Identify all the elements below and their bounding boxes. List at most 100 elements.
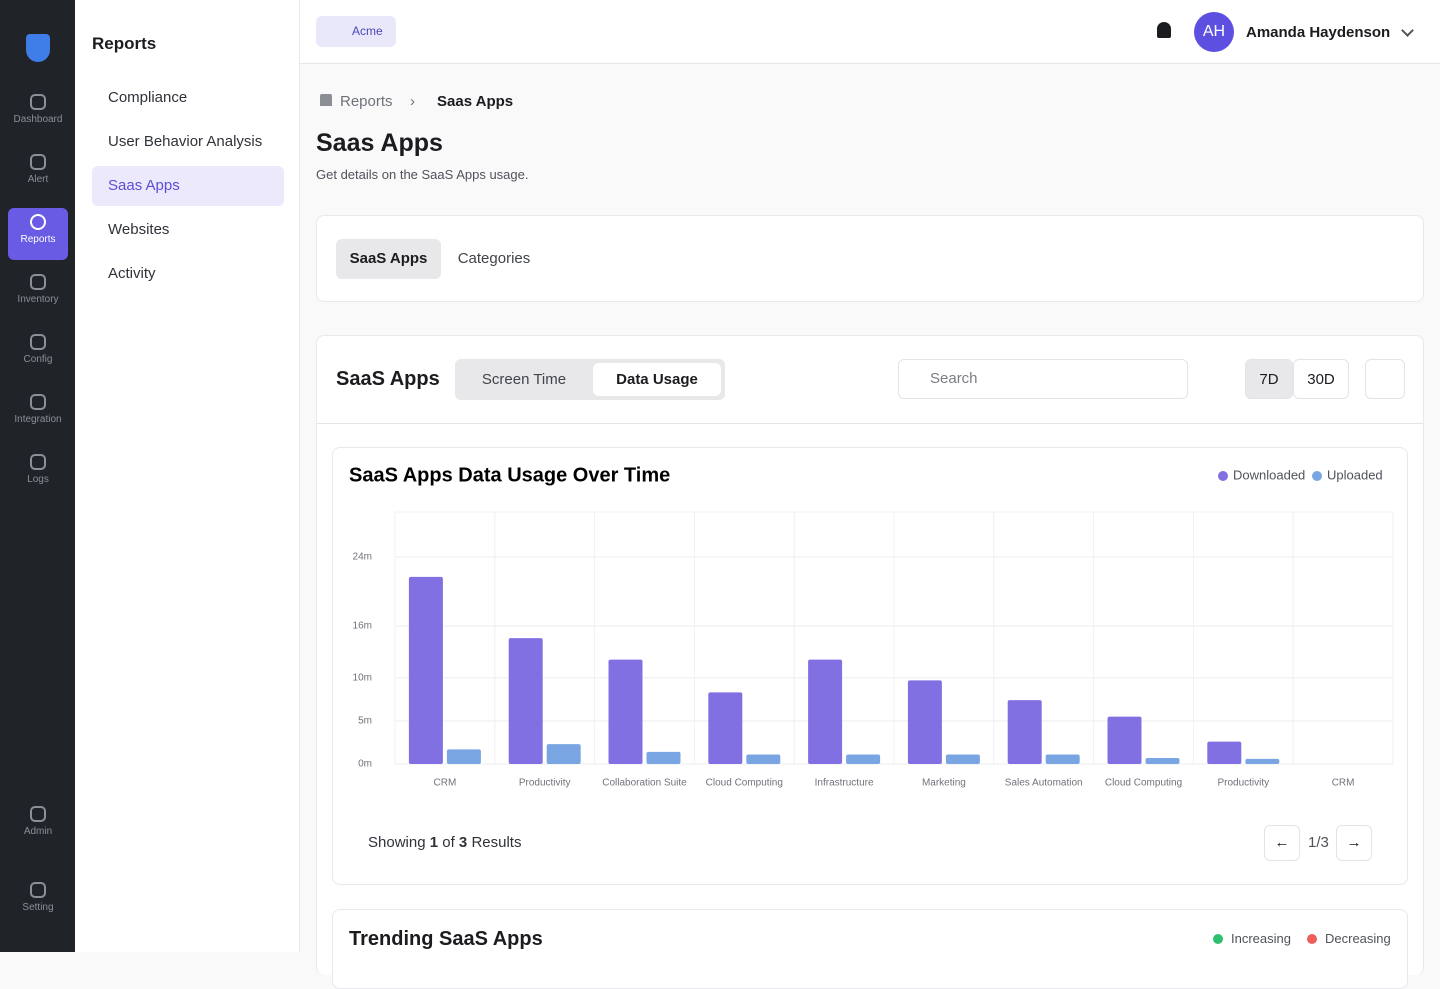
tab[interactable]: Categories bbox=[457, 250, 531, 267]
chart-card: SaaS Apps Data Usage Over Time 0m 5m 10m 16… bbox=[332, 447, 1408, 885]
subnav: Reports Compliance User Behavior Analysis… bbox=[75, 0, 300, 952]
legend-label: Decreasing bbox=[1325, 931, 1391, 946]
bell[interactable] bbox=[1157, 22, 1171, 38]
sidebar-label: Dashboard bbox=[13, 114, 63, 125]
bar bbox=[1007, 700, 1042, 764]
bar bbox=[508, 638, 543, 764]
subnav-title: Reports bbox=[92, 34, 157, 53]
x-tick-label: Infrastructure bbox=[815, 778, 874, 789]
sidebar-item[interactable]: Logs bbox=[8, 448, 68, 500]
x-tick-label: Cloud Computing bbox=[706, 778, 783, 789]
x-tick-label: Productivity bbox=[1217, 778, 1269, 789]
breadcrumb[interactable]: Reports bbox=[340, 93, 393, 110]
page-title: Saas Apps bbox=[316, 129, 443, 157]
sidebar-label: Reports bbox=[20, 234, 56, 245]
tabs-card: SaaS Apps Categories bbox=[316, 215, 1424, 302]
bar bbox=[907, 680, 942, 764]
next[interactable]: → bbox=[1336, 825, 1372, 861]
range[interactable]: 30D bbox=[1293, 359, 1349, 399]
subnav-item[interactable]: Activity bbox=[108, 265, 156, 282]
subnav-item[interactable]: Websites bbox=[108, 221, 170, 238]
sidebar-label: Config bbox=[23, 354, 53, 365]
sidebar-label: Inventory bbox=[17, 294, 59, 305]
logo bbox=[26, 34, 50, 62]
icon bbox=[30, 154, 46, 170]
subnav-item[interactable]: User Behavior Analysis bbox=[108, 133, 263, 150]
range[interactable]: 7D bbox=[1245, 359, 1293, 399]
y-tick-label: 16m bbox=[353, 621, 372, 632]
text: Showing bbox=[368, 834, 426, 851]
bar bbox=[1207, 741, 1242, 764]
prev[interactable]: ← bbox=[1264, 825, 1300, 861]
breadcrumb-sep: › bbox=[410, 93, 415, 110]
text: of bbox=[442, 834, 455, 851]
chevron[interactable] bbox=[1401, 24, 1414, 37]
sidebar-item[interactable]: Admin bbox=[8, 800, 68, 852]
chart: SaaS Apps Data Usage Over Time 0m 5m 10m 16… bbox=[349, 464, 1394, 789]
toggle-option[interactable]: Data Usage bbox=[593, 363, 721, 396]
x-tick-label: Collaboration Suite bbox=[602, 778, 687, 789]
x-tick-label: Sales Automation bbox=[1005, 778, 1083, 789]
panel-title: SaaS Apps bbox=[336, 368, 440, 390]
y-tick-label: 5m bbox=[358, 716, 372, 727]
subnav-item[interactable]: Saas Apps bbox=[92, 166, 284, 206]
sidebar-item[interactable]: Reports bbox=[8, 208, 68, 260]
sidebar-label: Admin bbox=[23, 826, 53, 837]
sidebar-item[interactable]: Alert bbox=[8, 148, 68, 200]
icon bbox=[30, 882, 46, 898]
bar bbox=[1245, 758, 1280, 764]
bar bbox=[646, 751, 681, 764]
x-tick-label: Marketing bbox=[922, 778, 966, 789]
sidebar-label: Integration bbox=[14, 414, 62, 425]
y-tick-label: 10m bbox=[353, 672, 372, 683]
chart-title: SaaS Apps Data Usage Over Time bbox=[349, 464, 670, 486]
sidebar-label: Logs bbox=[27, 474, 49, 485]
user-name[interactable]: Amanda Haydenson bbox=[1246, 24, 1391, 41]
bar bbox=[1107, 716, 1142, 764]
bar bbox=[608, 659, 643, 764]
toggle: Screen Time Data Usage bbox=[455, 359, 725, 400]
bar bbox=[846, 754, 881, 764]
bar bbox=[808, 659, 843, 764]
y-tick-label: 0m bbox=[358, 759, 372, 770]
bar bbox=[546, 744, 581, 764]
avatar[interactable]: AH bbox=[1194, 12, 1234, 52]
bar bbox=[708, 692, 743, 764]
page-indicator: 1/3 bbox=[1308, 834, 1329, 851]
breadcrumb: Saas Apps bbox=[437, 93, 514, 110]
legend-label: Uploaded bbox=[1327, 467, 1383, 482]
search[interactable]: Search bbox=[898, 359, 1188, 399]
trending-card: Trending SaaS Apps Increasing Decreasing bbox=[332, 909, 1408, 989]
icon bbox=[30, 274, 46, 290]
tab[interactable]: SaaS Apps bbox=[336, 239, 441, 279]
sidebar-item[interactable]: Dashboard bbox=[8, 88, 68, 140]
icon bbox=[30, 806, 46, 822]
sidebar-item[interactable]: Integration bbox=[8, 388, 68, 440]
org-switch[interactable]: Acme bbox=[316, 16, 396, 47]
sidebar-item[interactable]: Inventory bbox=[8, 268, 68, 320]
toggle-option[interactable]: Screen Time bbox=[481, 371, 567, 388]
bar bbox=[408, 576, 443, 764]
icon bbox=[30, 214, 46, 230]
icon bbox=[30, 394, 46, 410]
legend-label: Downloaded bbox=[1233, 467, 1305, 482]
sidebar: Dashboard Alert Reports Inventory Config Inte… bbox=[0, 0, 75, 952]
legend-dot bbox=[1213, 934, 1223, 944]
x-tick-label: CRM bbox=[1332, 778, 1355, 789]
sidebar-item[interactable]: Setting bbox=[8, 876, 68, 928]
topbar: Acme AH Amanda Haydenson bbox=[300, 0, 1440, 64]
bar bbox=[446, 749, 481, 764]
bar bbox=[1045, 754, 1080, 764]
text: Results bbox=[471, 834, 522, 851]
current: 1 bbox=[429, 834, 439, 851]
subnav-item[interactable]: Compliance bbox=[108, 89, 188, 106]
legend-label: Increasing bbox=[1231, 931, 1291, 946]
calendar[interactable] bbox=[1365, 359, 1405, 399]
bar bbox=[746, 754, 781, 764]
sidebar-item[interactable]: Config bbox=[8, 328, 68, 380]
x-tick-label: CRM bbox=[434, 778, 457, 789]
legend-dot bbox=[1312, 471, 1322, 481]
icon bbox=[30, 454, 46, 470]
bar bbox=[945, 754, 980, 764]
home-icon bbox=[320, 94, 332, 106]
